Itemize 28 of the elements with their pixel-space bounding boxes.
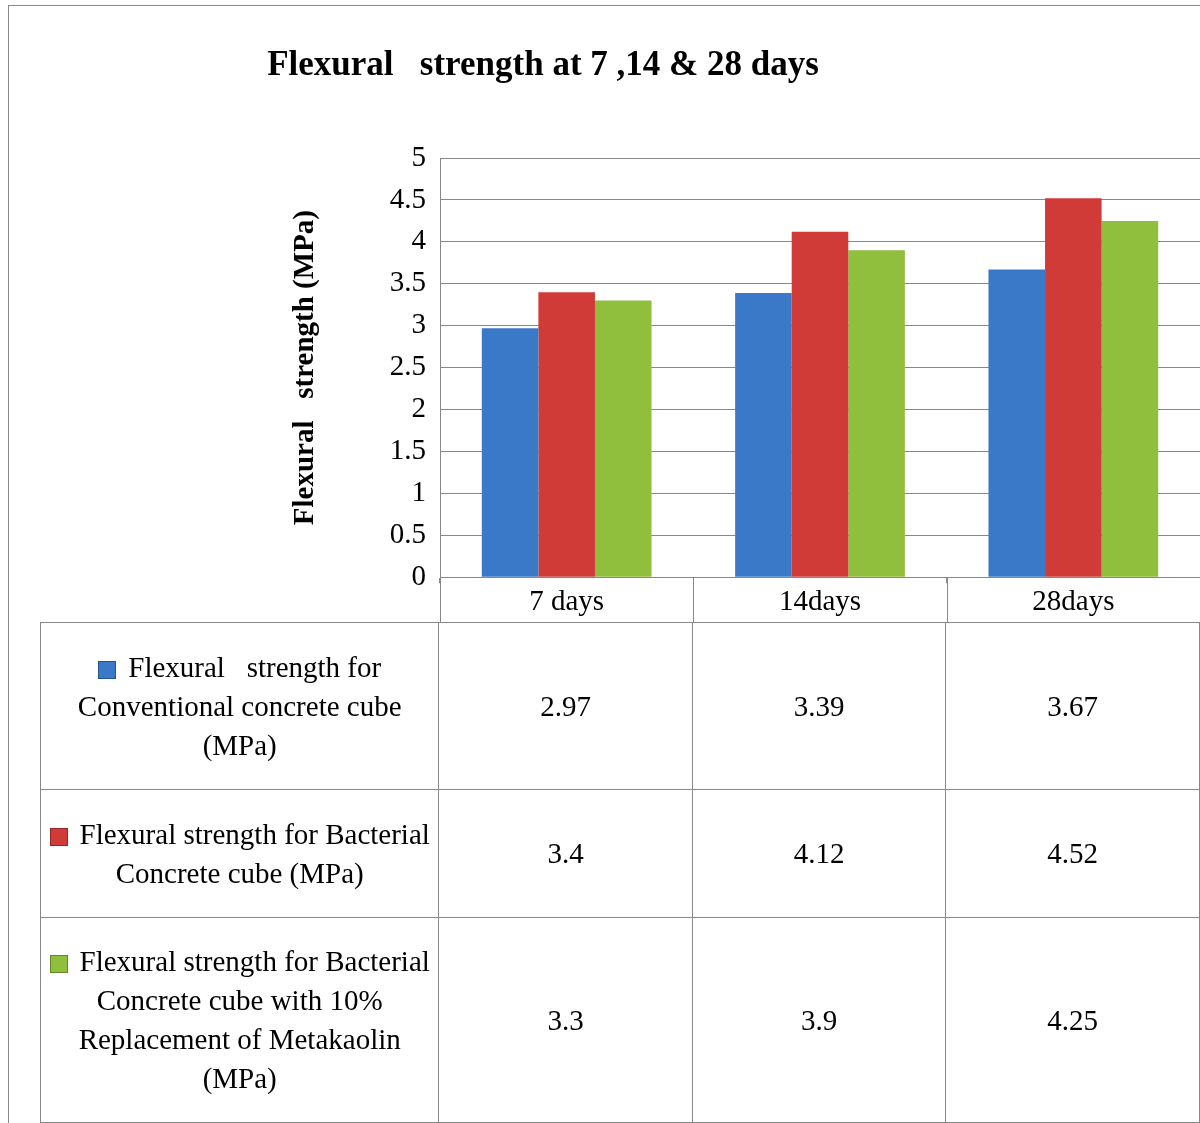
x-tick-label: 14days: [778, 584, 862, 617]
x-tick-label: 7 days: [529, 584, 605, 617]
y-tick-label: 5: [411, 139, 426, 172]
y-tick-label: 3.5: [389, 265, 426, 298]
data-label: 3.9: [692, 917, 946, 1123]
y-tick-label: 2: [411, 391, 426, 424]
y-axis-title: Flexural strength (MPa): [286, 210, 320, 526]
data-label: 4.25: [945, 917, 1200, 1123]
legend-label: Flexural strength for Bacterial Concrete cube with 10% Replacement of Metakaolin (MPa): [40, 917, 439, 1123]
legend-label: Flexural strength for Conventional concrete cube (MPa): [40, 622, 439, 790]
y-tick-label: 4: [411, 223, 427, 256]
data-label: 3.3: [438, 917, 693, 1123]
chart-title: Flexural strength at 7 ,14 & 28 days: [266, 44, 820, 84]
x-tick-label: 28days: [1032, 584, 1115, 617]
y-tick-label: 1: [411, 474, 426, 507]
legend-label: Flexural strength for Bacterial Concrete cube (MPa): [40, 789, 439, 918]
data-label: 3.39: [692, 622, 946, 790]
data-label: 4.52: [945, 789, 1200, 918]
data-label: 4.12: [692, 789, 946, 918]
y-tick-label: 3: [411, 307, 426, 340]
data-label: 3.67: [945, 622, 1200, 790]
y-tick-label: 4.5: [389, 181, 426, 214]
y-tick-label: 0.5: [389, 516, 426, 549]
y-tick-label: 2.5: [389, 349, 426, 382]
y-tick-label: 1.5: [389, 433, 426, 466]
data-label: 2.97: [438, 622, 693, 790]
data-label: 3.4: [438, 789, 693, 918]
y-tick-label: 0: [411, 558, 426, 591]
